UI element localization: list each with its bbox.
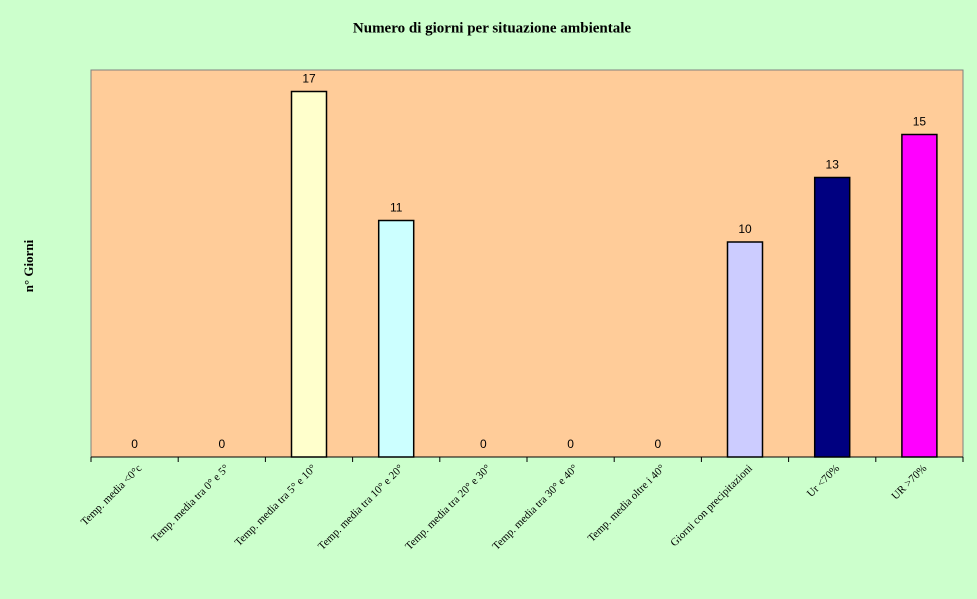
- value-label: 10: [738, 222, 752, 236]
- value-label: 13: [826, 158, 840, 172]
- bar: [813, 176, 851, 458]
- bar: [290, 90, 328, 458]
- value-label: 0: [480, 437, 487, 451]
- chart-title: Numero di giorni per situazione ambienta…: [353, 20, 632, 36]
- bar: [726, 241, 764, 458]
- value-label: 11: [390, 201, 403, 215]
- bar: [901, 133, 938, 458]
- y-axis-label: n° Giorni: [21, 239, 36, 292]
- value-label: 0: [131, 437, 138, 451]
- value-label: 0: [218, 437, 225, 451]
- value-label: 15: [913, 115, 927, 129]
- value-label: 0: [654, 437, 661, 451]
- value-label: 0: [567, 437, 574, 451]
- bar: [377, 219, 415, 458]
- value-label: 17: [302, 72, 316, 86]
